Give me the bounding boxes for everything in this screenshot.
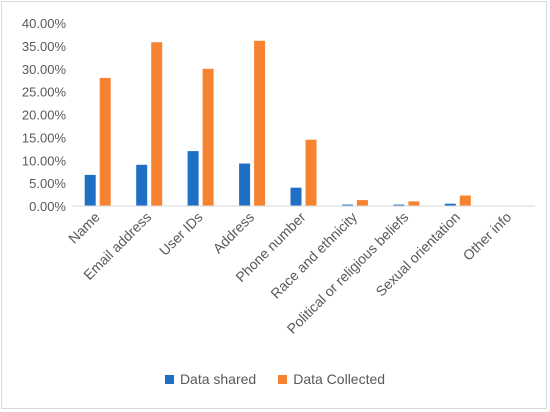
y-tick-label: 30.00% (22, 62, 67, 77)
bar-data-shared (136, 164, 148, 206)
bar-data-collected (408, 201, 420, 206)
legend-swatch-data-shared (164, 374, 174, 384)
legend-swatch-data-collected (278, 374, 288, 384)
legend-item-data-shared: Data shared (164, 371, 257, 387)
bar-data-collected (356, 200, 368, 206)
bar-data-shared (239, 163, 251, 206)
legend-label-data-collected: Data Collected (293, 371, 386, 387)
bar-data-shared (187, 151, 199, 206)
y-axis-tick-labels: 0.00% 5.00% 10.00% 15.00% 20.00% 25.00% 30.00%… (22, 16, 67, 214)
y-tick-label: 25.00% (22, 85, 67, 100)
bar-data-shared (341, 204, 353, 206)
y-tick-label: 5.00% (29, 176, 66, 191)
bar-data-collected (151, 42, 163, 207)
y-tick-label: 20.00% (22, 108, 67, 123)
bar-data-shared (290, 187, 302, 206)
y-tick-label: 40.00% (22, 16, 67, 31)
y-tick-label: 0.00% (29, 199, 66, 214)
legend: Data shared Data Collected (0, 371, 550, 387)
x-tick-label: Other info (460, 209, 515, 264)
bar-data-collected (254, 40, 266, 206)
y-tick-label: 10.00% (22, 153, 67, 168)
bar-data-collected (459, 195, 471, 206)
bar-data-shared (444, 203, 456, 206)
y-tick-label: 35.00% (22, 39, 67, 54)
x-tick-label: User IDs (156, 209, 206, 259)
bar-data-collected (202, 68, 214, 207)
y-tick-label: 15.00% (22, 130, 67, 145)
x-tick-label: Race and ethnicity (267, 209, 360, 302)
legend-label-data-shared: Data shared (179, 371, 257, 387)
bar-data-collected (305, 139, 317, 206)
x-tick-label: Name (65, 209, 103, 247)
bars (84, 40, 471, 207)
x-tick-label: Address (210, 209, 258, 257)
legend-item-data-collected: Data Collected (278, 371, 385, 387)
bar-data-collected (99, 77, 111, 207)
bar-data-shared (84, 174, 96, 206)
bar-data-shared (393, 204, 405, 206)
